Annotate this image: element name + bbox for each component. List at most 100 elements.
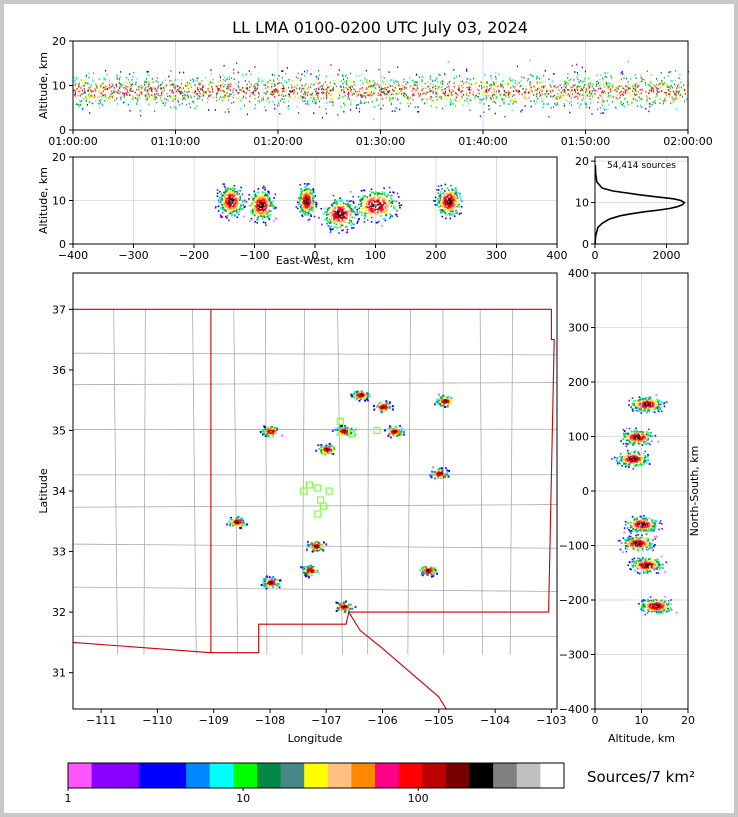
source-cell: [202, 86, 204, 88]
source-cell: [367, 211, 370, 214]
source-cell: [270, 88, 272, 90]
source-cell: [526, 80, 528, 82]
source-cell: [224, 111, 226, 113]
source-cell: [308, 204, 311, 207]
source-cell: [658, 84, 660, 86]
source-cell: [452, 90, 454, 92]
source-cell: [379, 196, 382, 198]
source-cell: [229, 197, 232, 199]
source-cell: [332, 207, 334, 209]
source-cell: [400, 432, 403, 435]
source-cell: [177, 99, 179, 102]
source-cell: [161, 91, 163, 94]
source-cell: [377, 195, 380, 197]
source-cell: [236, 193, 238, 195]
source-cell: [435, 93, 437, 96]
source-cell: [252, 91, 254, 94]
source-cell: [90, 89, 92, 91]
source-cell: [269, 213, 272, 216]
source-cell: [354, 390, 357, 393]
source-cell: [408, 78, 410, 80]
source-cell: [521, 93, 523, 95]
source-cell: [441, 215, 444, 218]
source-cell: [564, 92, 566, 95]
source-cell: [375, 212, 377, 214]
source-cell: [429, 88, 431, 90]
source-cell: [514, 98, 516, 101]
source-cell: [344, 220, 346, 223]
source-cell: [93, 96, 95, 99]
source-cell: [346, 204, 349, 207]
source-cell: [236, 201, 238, 203]
source-cell: [444, 88, 446, 90]
source-cell: [568, 102, 570, 105]
source-cell: [338, 426, 341, 429]
source-cell: [520, 110, 522, 113]
source-cell: [145, 86, 147, 89]
source-cell: [272, 79, 274, 81]
source-cell: [325, 96, 328, 99]
source-cell: [366, 196, 369, 199]
source-cell: [306, 101, 308, 103]
source-cell: [177, 88, 179, 91]
source-cell: [406, 81, 408, 84]
source-cell: [233, 93, 235, 96]
source-cell: [600, 74, 602, 76]
source-cell: [388, 94, 390, 97]
source-cell: [217, 88, 219, 90]
source-cell: [672, 98, 674, 101]
x-tick-label: 200: [426, 249, 447, 262]
source-cell: [238, 203, 241, 205]
source-cell: [151, 98, 153, 100]
source-cell: [367, 94, 369, 96]
source-cell: [346, 228, 349, 231]
source-cell: [636, 93, 638, 96]
source-cell: [301, 96, 303, 98]
source-cell: [518, 89, 520, 92]
source-cell: [330, 450, 333, 452]
source-cell: [279, 113, 281, 115]
source-cell: [237, 85, 239, 87]
source-cell: [94, 82, 96, 85]
source-cell: [257, 96, 259, 98]
source-cell: [305, 90, 307, 93]
source-cell: [384, 429, 387, 432]
source-cell: [460, 199, 462, 201]
source-cell: [553, 73, 555, 75]
source-cell: [665, 91, 667, 94]
source-cell: [329, 207, 331, 209]
source-cell: [218, 201, 220, 204]
source-cell: [399, 206, 401, 209]
source-cell: [329, 227, 331, 230]
source-cell: [438, 206, 440, 208]
source-cell: [227, 83, 229, 86]
source-cell: [348, 215, 351, 218]
source-cell: [337, 73, 339, 76]
source-cell: [265, 224, 267, 226]
source-cell: [264, 87, 266, 89]
source-cell: [574, 88, 576, 91]
source-cell: [351, 85, 353, 88]
source-cell: [451, 94, 453, 96]
source-cell: [640, 104, 642, 107]
source-cell: [229, 209, 231, 211]
source-cell: [448, 197, 450, 200]
source-cell: [181, 79, 183, 81]
source-cell: [552, 89, 554, 92]
source-cell: [354, 428, 357, 431]
source-cell: [129, 109, 131, 112]
source-cell: [245, 87, 247, 89]
source-cell: [259, 196, 261, 198]
source-cell: [306, 202, 308, 204]
source-cell: [167, 84, 169, 86]
source-cell: [333, 446, 336, 449]
source-cell: [380, 92, 382, 94]
source-cell: [440, 202, 442, 204]
source-cell: [102, 104, 104, 107]
source-cell: [356, 94, 358, 97]
source-cell: [222, 200, 224, 202]
source-cell: [387, 86, 389, 89]
source-cell: [313, 191, 315, 193]
source-cell: [460, 91, 462, 93]
source-cell: [392, 431, 395, 434]
